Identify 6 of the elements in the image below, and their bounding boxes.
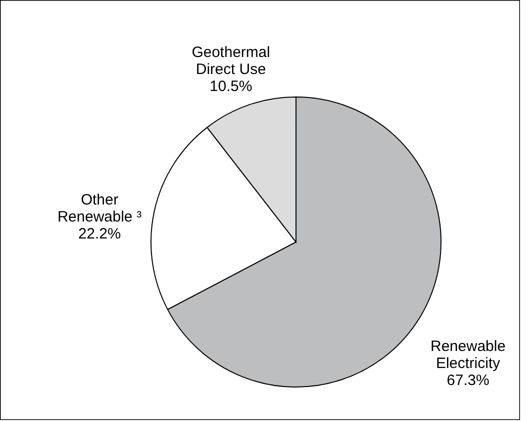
slice-label: Renewable Electricity: [430, 338, 506, 372]
data-label: 67.3%: [446, 372, 490, 389]
data-label: 22.2%: [78, 225, 121, 242]
data-label: 10.5%: [210, 78, 252, 95]
slice-label: Other Renewable ³: [57, 191, 142, 226]
slice-label: Geothermal Direct Use: [192, 44, 270, 78]
